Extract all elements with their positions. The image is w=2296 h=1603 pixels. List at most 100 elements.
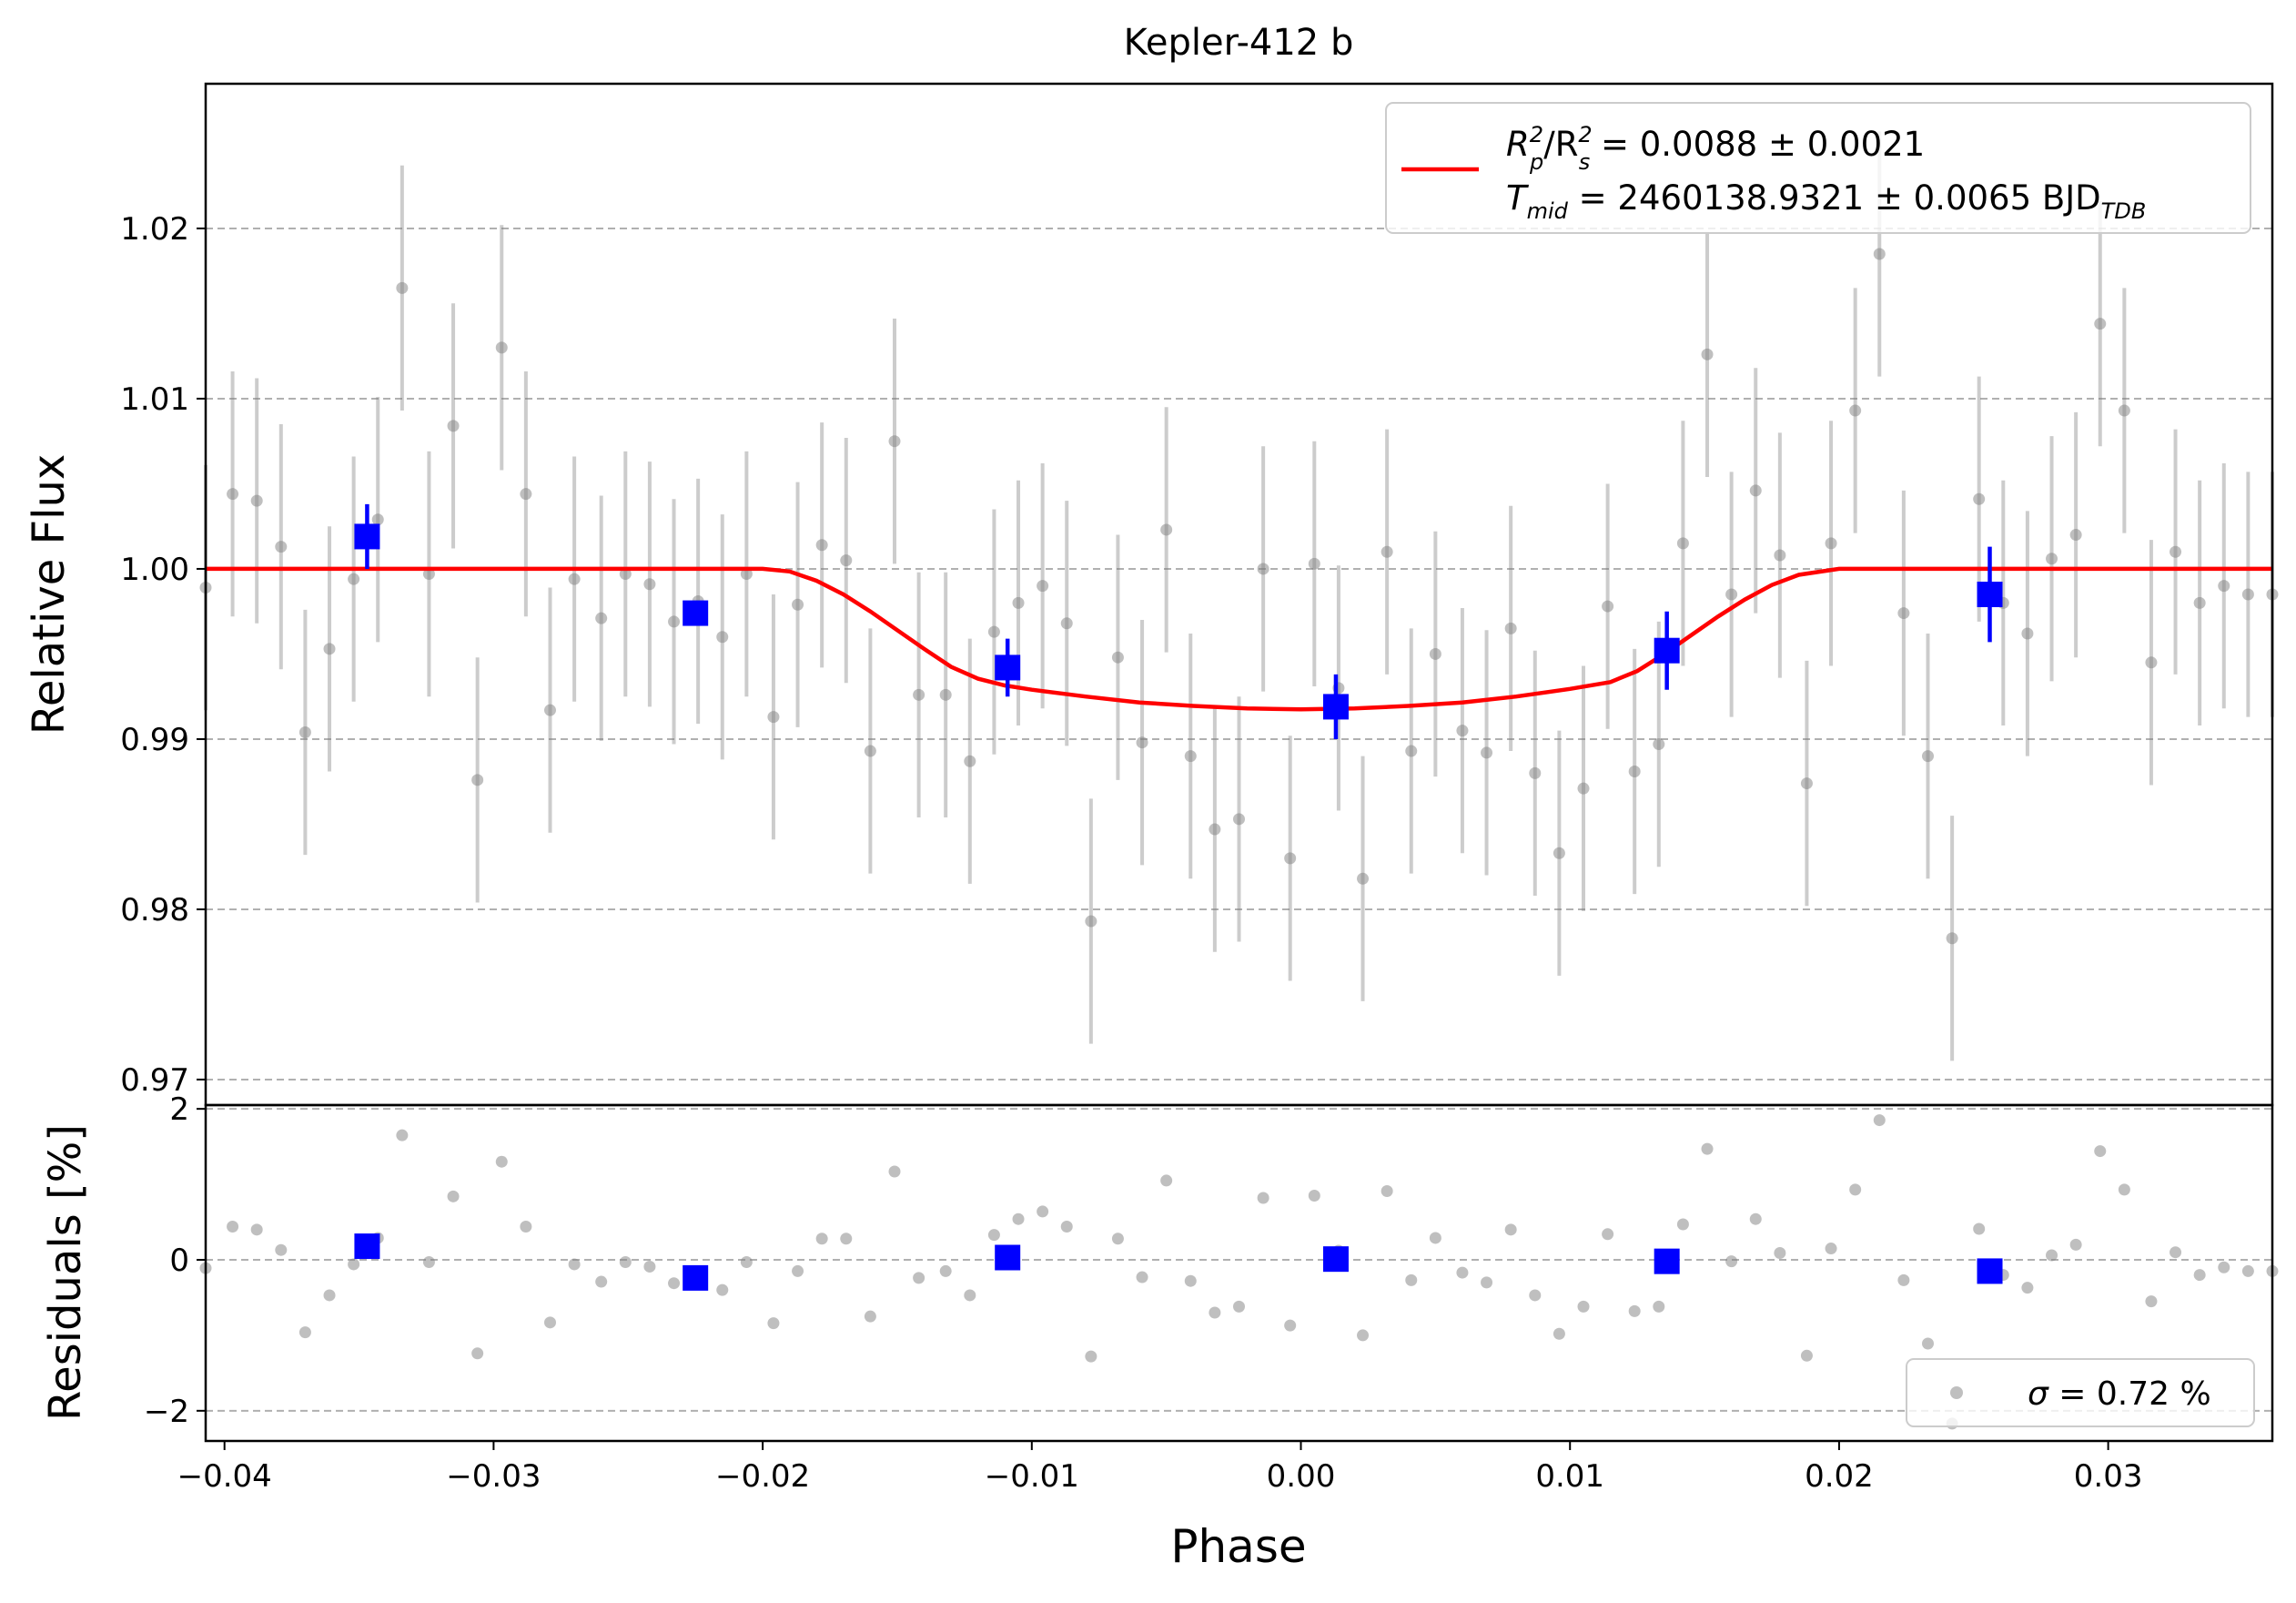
residual-data-point xyxy=(1037,1205,1049,1218)
residual-data-point xyxy=(815,1233,828,1245)
residual-data-point xyxy=(471,1347,484,1360)
flux-data-point xyxy=(619,568,632,581)
residual-data-point xyxy=(668,1277,681,1290)
residuals-legend: σ = 0.72 % xyxy=(1906,1358,2255,1427)
flux-data-point xyxy=(1873,248,1886,260)
residual-data-point xyxy=(1973,1223,1986,1235)
x-tick-label: 0.00 xyxy=(1267,1458,1336,1495)
flux-data-point xyxy=(1628,765,1641,777)
residual-data-point xyxy=(1504,1223,1517,1236)
residual-data-point xyxy=(1209,1306,1221,1319)
flux-y-tick-label: 1.00 xyxy=(120,552,189,588)
residual-data-point xyxy=(568,1258,581,1271)
residual-data-point xyxy=(2046,1249,2058,1262)
flux-data-point xyxy=(1922,750,1934,763)
residual-data-point xyxy=(396,1129,409,1141)
residual-data-point xyxy=(495,1155,508,1168)
residual-data-point xyxy=(447,1190,460,1202)
flux-data-point xyxy=(1136,736,1148,749)
x-tick-label: −0.01 xyxy=(985,1458,1079,1495)
residual-data-point xyxy=(1897,1273,1910,1286)
flux-data-point xyxy=(595,612,608,624)
binned-residual-point xyxy=(1977,1258,2003,1284)
flux-data-point xyxy=(1456,725,1469,737)
transit-model-line xyxy=(206,566,2272,712)
x-tick-label: −0.02 xyxy=(715,1458,810,1495)
flux-y-tick-label: 0.99 xyxy=(120,722,189,758)
flux-data-point xyxy=(1012,596,1025,609)
binned-flux-point xyxy=(1977,582,2003,607)
flux-y-tick-label: 0.97 xyxy=(120,1062,189,1099)
residual-data-point xyxy=(1456,1266,1469,1279)
residuals-y-tick-label: −2 xyxy=(144,1394,189,1430)
residual-data-point xyxy=(1701,1142,1714,1155)
residual-data-point xyxy=(1111,1233,1124,1245)
residual-data-point xyxy=(348,1258,360,1271)
flux-data-point xyxy=(2069,529,2082,542)
flux-data-point xyxy=(371,513,384,526)
flux-data-point xyxy=(1381,545,1393,558)
residual-data-point xyxy=(1653,1300,1665,1313)
flux-data-point xyxy=(323,643,336,655)
flux-data-point xyxy=(1849,404,1862,417)
flux-data-point xyxy=(864,745,876,757)
flux-data-point xyxy=(250,494,263,507)
residual-data-point xyxy=(422,1255,435,1268)
flux-data-point xyxy=(1553,847,1565,859)
residual-data-point xyxy=(1529,1289,1542,1302)
flux-data-point xyxy=(987,625,1000,638)
flux-data-point xyxy=(815,539,828,552)
flux-data-point xyxy=(2118,404,2130,417)
residual-data-point xyxy=(643,1260,656,1273)
flux-data-point xyxy=(1257,563,1269,575)
residual-data-point xyxy=(1308,1190,1320,1202)
binned-flux-point xyxy=(1322,694,1349,720)
residual-data-point xyxy=(1233,1300,1245,1313)
residual-data-point xyxy=(1060,1221,1073,1233)
flux-data-point xyxy=(2094,318,2107,330)
flux-data-point xyxy=(1060,617,1073,630)
flux-data-point xyxy=(840,554,853,567)
flux-data-point xyxy=(1284,852,1297,865)
chart-title: Kepler-412 b xyxy=(1124,22,1354,64)
residual-data-point xyxy=(888,1165,901,1178)
residual-data-point xyxy=(1257,1192,1269,1204)
flux-data-point xyxy=(1209,823,1221,836)
residual-data-point xyxy=(619,1255,632,1268)
residual-data-point xyxy=(1602,1228,1614,1241)
residual-data-point xyxy=(1160,1174,1173,1187)
residual-data-point xyxy=(1725,1255,1738,1268)
residual-data-point xyxy=(2241,1264,2254,1277)
residual-data-point xyxy=(767,1317,780,1330)
flux-data-point xyxy=(1676,537,1689,550)
residual-data-point xyxy=(2094,1145,2107,1158)
flux-data-point xyxy=(2193,596,2206,609)
residual-data-point xyxy=(595,1275,608,1288)
residual-data-point xyxy=(2021,1282,2034,1294)
flux-data-point xyxy=(471,774,484,786)
flux-data-point xyxy=(447,420,460,432)
x-tick-label: 0.02 xyxy=(1805,1458,1874,1495)
flux-data-point xyxy=(1897,607,1910,620)
flux-data-point xyxy=(1577,782,1590,795)
flux-data-point xyxy=(1184,750,1197,763)
flux-data-point xyxy=(422,568,435,581)
residual-data-point xyxy=(840,1233,853,1245)
residuals-y-tick-label: 0 xyxy=(169,1243,189,1279)
residual-data-point xyxy=(1749,1212,1762,1225)
residual-data-point xyxy=(716,1283,729,1296)
flux-data-point xyxy=(1357,872,1370,885)
flux-data-point xyxy=(1946,932,1958,945)
residuals-panel: −2 0 2 −0.04 −0.03 −0.02 −0.01 0.00 0.01 0.02 0.0… xyxy=(40,1091,2279,1573)
flux-data-point xyxy=(1085,915,1097,928)
flux-data-point xyxy=(1529,766,1542,779)
residuals-y-axis-label: Residuals [%] xyxy=(40,1124,91,1421)
flux-data-point xyxy=(1973,492,1986,505)
residual-data-point xyxy=(520,1221,532,1233)
x-tick-label: −0.03 xyxy=(446,1458,541,1495)
residual-data-point xyxy=(1429,1232,1441,1244)
flux-data-point xyxy=(298,725,311,738)
binned-residual-point xyxy=(683,1264,709,1291)
flux-data-point xyxy=(348,573,360,585)
residual-data-point xyxy=(250,1223,263,1236)
